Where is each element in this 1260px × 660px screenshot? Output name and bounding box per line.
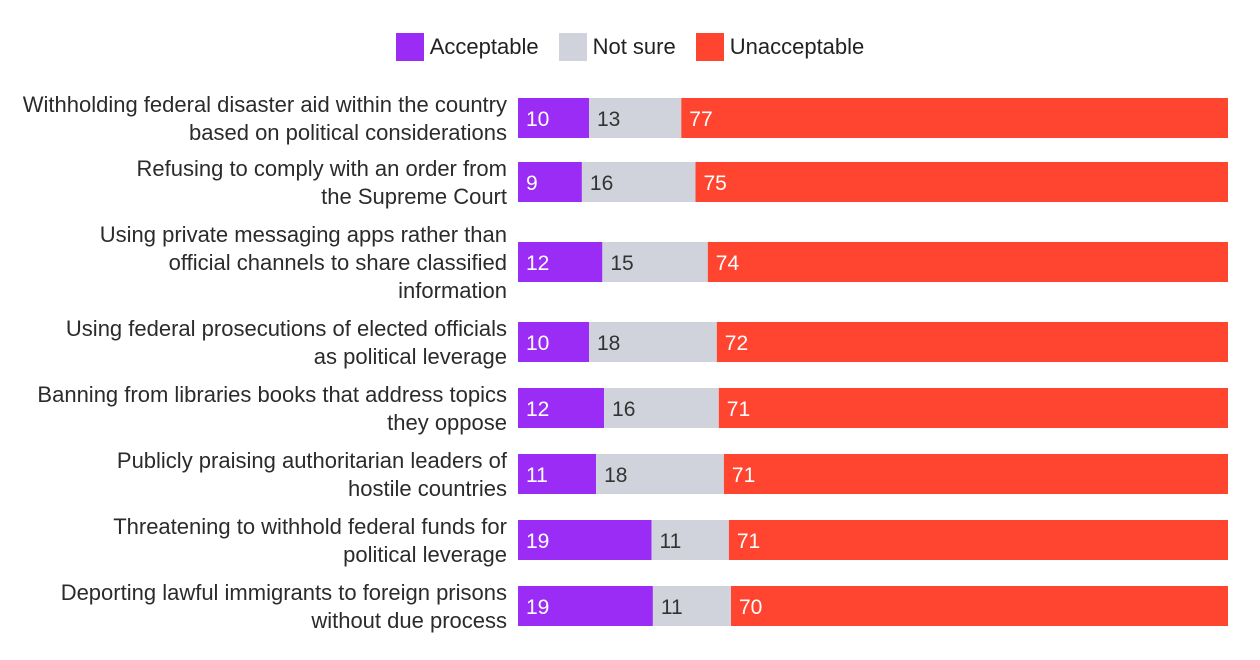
bar-not-sure [652, 586, 731, 626]
bar-acceptable [518, 242, 603, 282]
value-label-acceptable: 10 [526, 108, 549, 131]
bar-not-sure [604, 388, 719, 428]
legend-label-not-sure: Not sure [592, 34, 676, 59]
bar-unacceptable [728, 520, 1228, 560]
bar-acceptable [518, 322, 589, 362]
bar-unacceptable [731, 586, 1228, 626]
legend: Acceptable Not sure Unacceptable [0, 32, 1260, 62]
bar-unacceptable [681, 98, 1228, 138]
legend-swatch-acceptable [395, 33, 424, 61]
value-label-not-sure: 11 [660, 530, 682, 553]
value-label-unacceptable: 77 [689, 108, 712, 131]
value-label-unacceptable: 74 [716, 252, 740, 275]
legend-label-unacceptable: Unacceptable [729, 34, 865, 59]
legend-label-acceptable: Acceptable [429, 34, 539, 59]
bar-acceptable [518, 586, 653, 626]
bar-acceptable [518, 98, 589, 138]
value-label-acceptable: 19 [526, 596, 549, 619]
value-label-unacceptable: 72 [725, 332, 748, 355]
value-label-not-sure: 18 [604, 464, 627, 487]
value-label-not-sure: 15 [610, 252, 633, 275]
value-label-unacceptable: 75 [704, 172, 727, 195]
category-label: Publicly praising authoritarian leaders … [117, 448, 508, 501]
bar-not-sure [651, 520, 729, 560]
value-label-not-sure: 16 [612, 398, 635, 421]
category-label: Withholding federal disaster aid within … [23, 92, 507, 145]
value-label-not-sure: 18 [597, 332, 620, 355]
bar-unacceptable [716, 322, 1228, 362]
value-label-unacceptable: 71 [737, 530, 760, 553]
bar-acceptable [518, 520, 652, 560]
bar-not-sure [589, 98, 682, 138]
value-label-not-sure: 11 [661, 596, 683, 619]
value-label-acceptable: 12 [526, 252, 549, 275]
value-label-not-sure: 16 [590, 172, 613, 195]
value-label-unacceptable: 71 [732, 464, 755, 487]
bar-not-sure [596, 454, 724, 494]
value-label-not-sure: 13 [597, 108, 620, 131]
legend-swatch-unacceptable [695, 33, 724, 61]
bar-not-sure [589, 322, 717, 362]
value-label-acceptable: 12 [526, 398, 549, 421]
category-label: Using private messaging apps rather than… [100, 222, 507, 303]
value-label-acceptable: 9 [526, 172, 538, 195]
value-label-acceptable: 19 [526, 530, 549, 553]
legend-swatch-not-sure [558, 33, 587, 61]
bar-acceptable [518, 162, 582, 202]
bar-not-sure [602, 242, 708, 282]
legend-item-unacceptable: Unacceptable [695, 33, 865, 61]
category-label: Refusing to comply with an order from the… [137, 156, 508, 209]
bar-acceptable [518, 454, 597, 494]
category-label: Using federal prosecutions of elected of… [66, 316, 507, 369]
bar-acceptable [518, 388, 605, 428]
category-label: Threatening to withhold federal funds fo… [113, 514, 507, 567]
bar-unacceptable [723, 454, 1228, 494]
bar-unacceptable [707, 242, 1228, 282]
value-label-unacceptable: 70 [739, 596, 762, 619]
legend-item-acceptable: Acceptable [395, 33, 539, 61]
value-label-unacceptable: 71 [727, 398, 750, 421]
category-label: Deporting lawful immigrants to foreign p… [61, 580, 507, 633]
bar-unacceptable [695, 162, 1228, 202]
category-label: Banning from libraries books that addres… [37, 382, 507, 435]
legend-item-not-sure: Not sure [558, 33, 676, 61]
bar-unacceptable [718, 388, 1228, 428]
value-label-acceptable: 10 [526, 332, 549, 355]
bar-not-sure [581, 162, 696, 202]
value-label-acceptable: 11 [526, 464, 548, 487]
